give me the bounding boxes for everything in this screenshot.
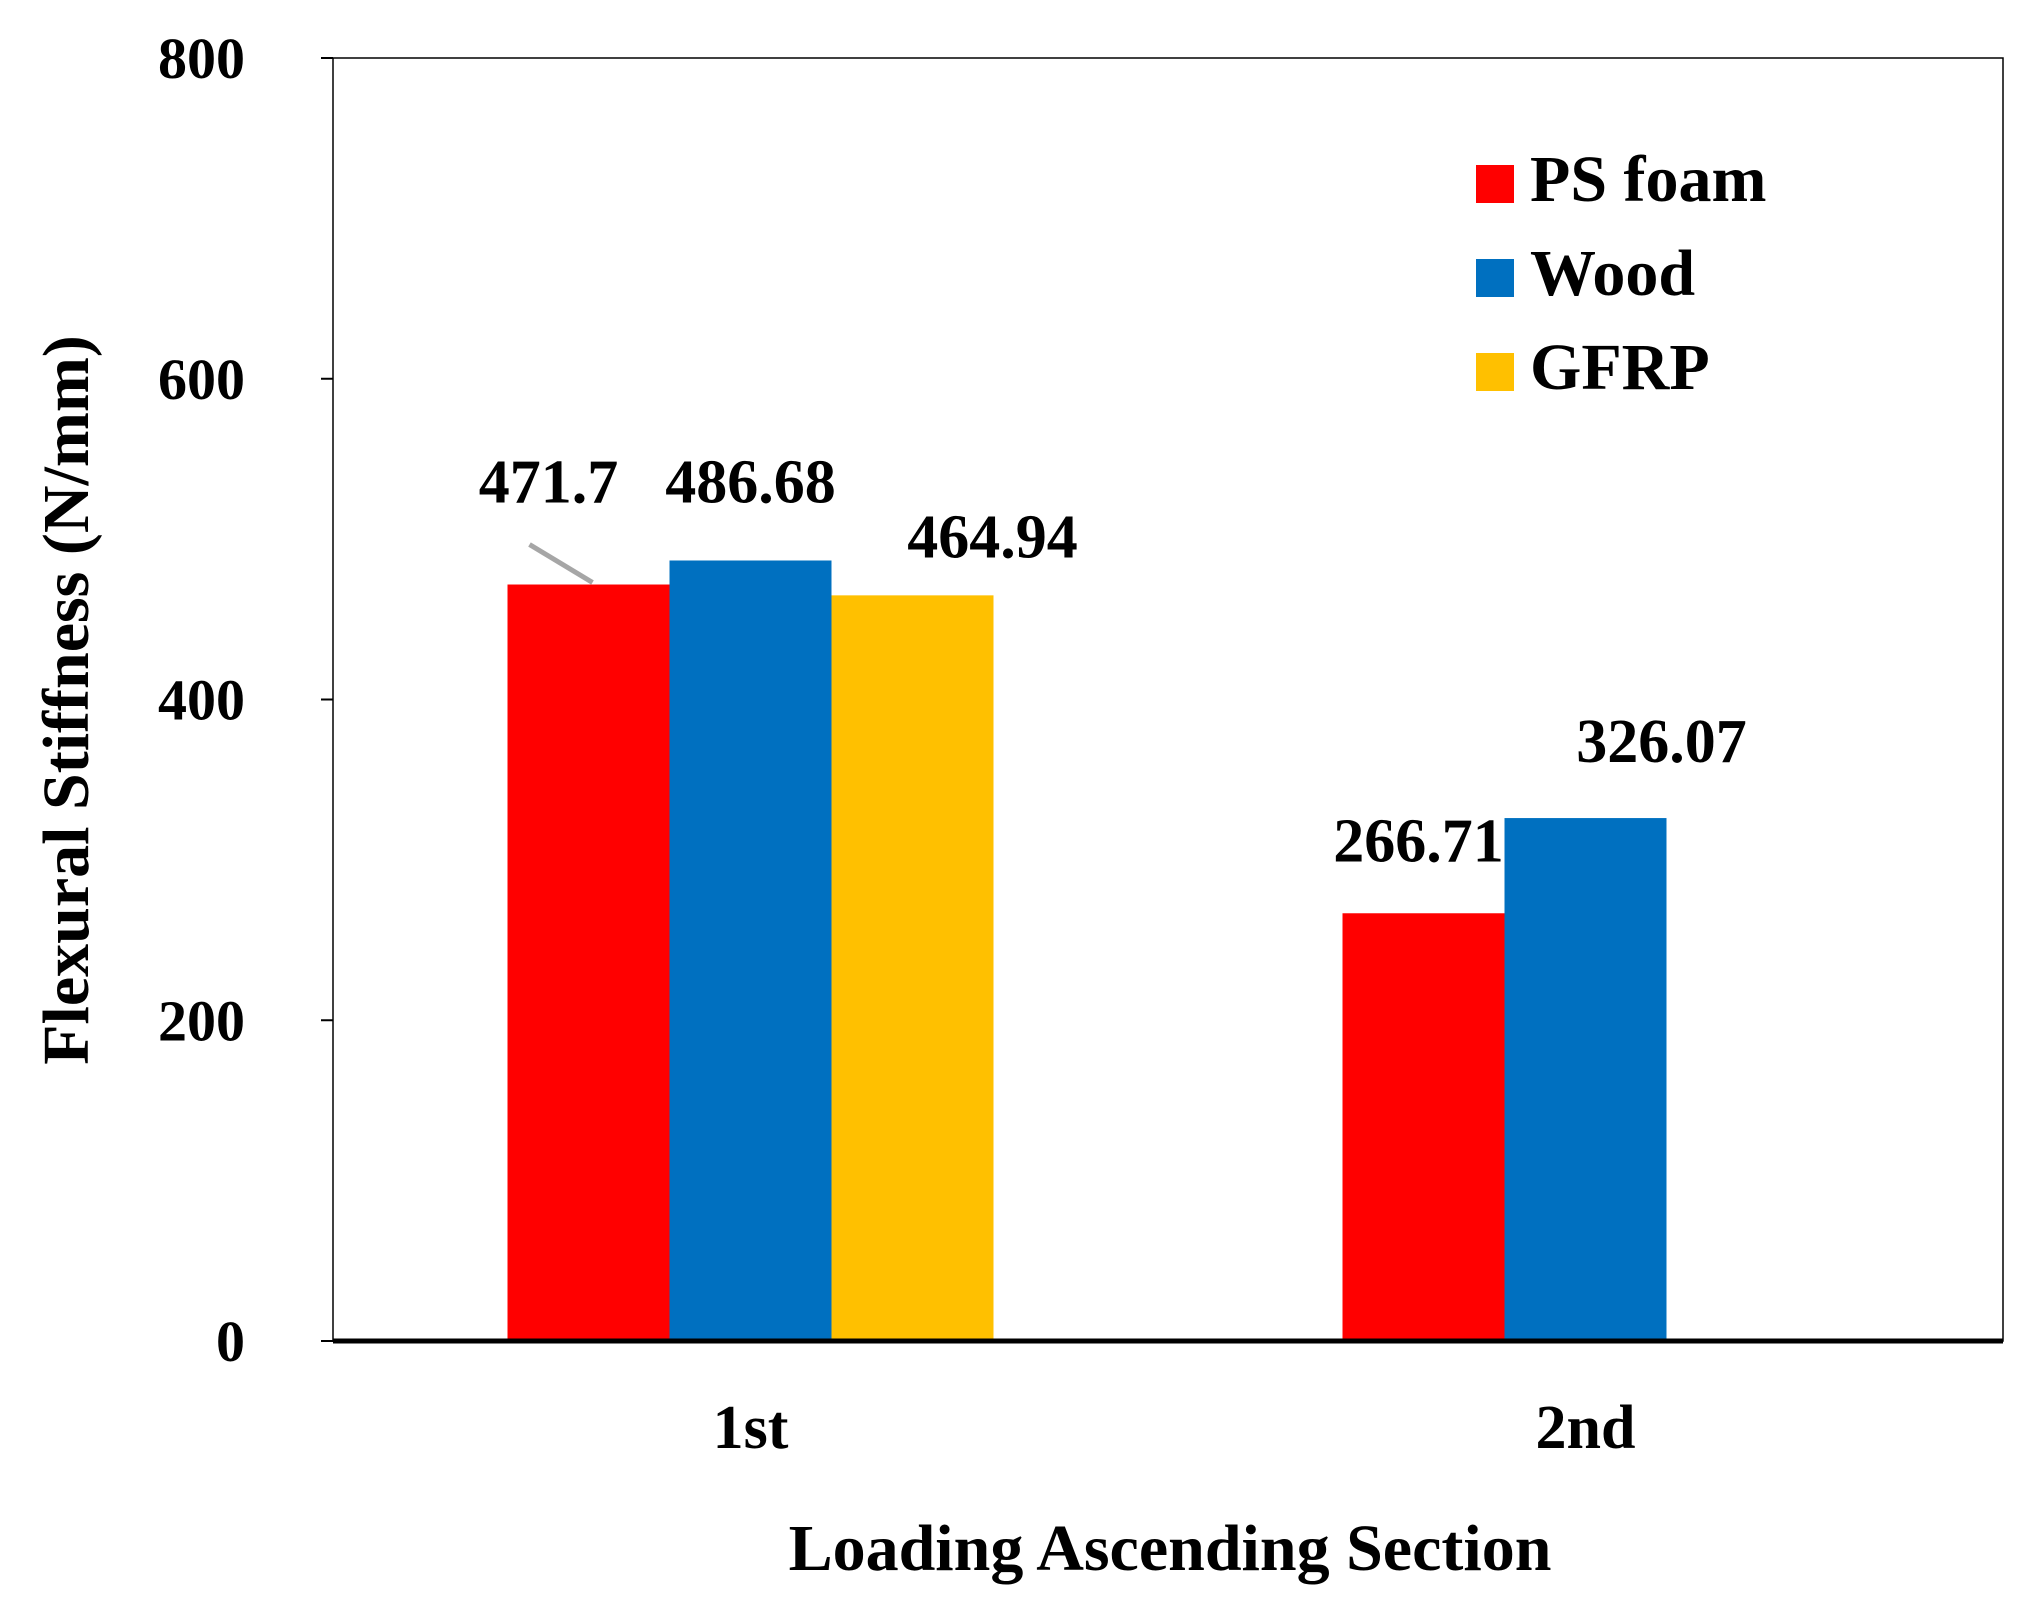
bar-ps-foam-1st (507, 584, 670, 1341)
y-tick-label: 400 (158, 668, 245, 733)
data-label: 486.68 (665, 448, 836, 516)
bar-gfrp-1st (831, 595, 994, 1341)
x-axis: 1st 2nd (333, 1338, 2003, 1462)
y-tick-label: 0 (216, 1309, 245, 1374)
data-label: 326.07 (1576, 708, 1747, 776)
data-label-leader-line (528, 542, 594, 585)
bars (507, 560, 1667, 1341)
data-label: 464.94 (907, 503, 1078, 571)
data-label: 266.71 (1333, 807, 1504, 875)
y-tick-label: 600 (158, 347, 245, 412)
y-tick-label: 800 (158, 26, 245, 91)
legend-swatch (1476, 353, 1514, 391)
bar-ps-foam-2nd (1342, 913, 1505, 1341)
y-axis-title: Flexural Stiffness (N/mm) (30, 335, 103, 1065)
bar-wood-1st (669, 560, 832, 1341)
legend-label: PS foam (1530, 143, 1766, 216)
data-labels: 471.7 486.68 464.94 266.71 326.07 (479, 448, 1747, 875)
legend-label: Wood (1530, 237, 1695, 310)
y-tick-label: 200 (158, 988, 245, 1053)
x-tick-label: 1st (713, 1394, 789, 1462)
legend-label: GFRP (1530, 331, 1710, 404)
bar-wood-2nd (1504, 818, 1667, 1341)
y-axis: 0 200 400 600 800 (158, 26, 333, 1374)
data-label: 471.7 (479, 449, 619, 517)
legend-swatch (1476, 165, 1514, 203)
x-axis-title: Loading Ascending Section (789, 1512, 1552, 1585)
legend: PS foam Wood GFRP (1476, 143, 1766, 404)
legend-swatch (1476, 259, 1514, 297)
x-tick-label: 2nd (1536, 1394, 1636, 1462)
